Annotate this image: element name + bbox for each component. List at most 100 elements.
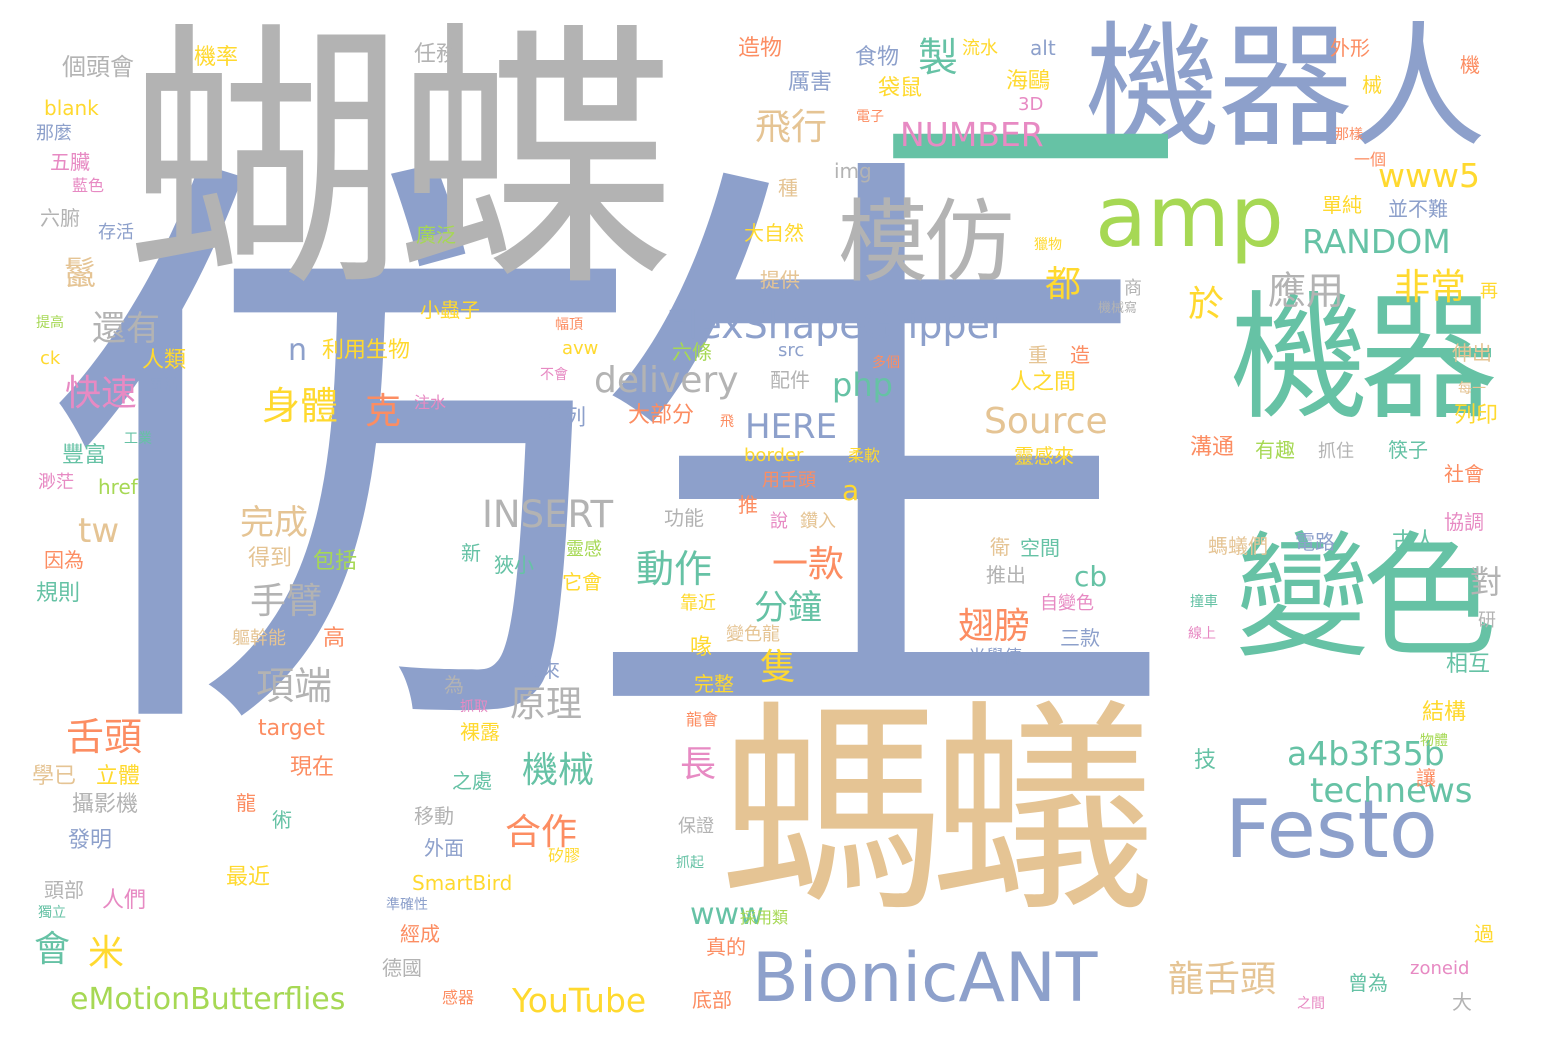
word-173: 讓 [1416,766,1436,790]
word-38: 舌頭 [66,715,143,759]
word-166: 物體 [1420,733,1448,749]
word-34: 完成 [240,503,308,543]
word-196: 底部 [692,988,732,1012]
word-131: 鑽入 [800,511,836,532]
word-153: 光學傳 [968,647,1022,668]
word-99: 重 [1028,343,1048,367]
word-50: 龍舌頭 [1168,959,1277,1000]
word-90: 再 [1480,281,1498,302]
word-193: 德國 [382,956,422,980]
word-177: 移動 [414,804,454,828]
word-175: 龍 [236,791,256,815]
word-23: www5 [1378,156,1480,195]
word-13: eMotionButterflies [70,982,346,1017]
word-15: RANDOM [1302,222,1451,261]
word-100: 造 [1070,343,1090,367]
word-57: 對 [1470,563,1503,601]
word-63: 流水 [962,38,998,59]
word-17: delivery [594,360,739,401]
word-187: 獨立 [38,905,66,921]
word-9: 模仿 [838,190,1014,295]
word-62: 食物 [855,45,900,70]
word-73: 3D [1018,94,1044,115]
word-182: 抓起 [676,855,704,871]
word-160: 相互 [1446,652,1491,677]
word-81: 單純 [1322,193,1362,217]
word-152: 變色龍 [726,624,780,645]
word-16: INSERT [482,493,614,536]
word-115: 豐富 [62,443,107,468]
word-1: 仿生 [40,110,1180,809]
word-22: YouTube [512,981,647,1020]
word-134: 得到 [248,546,293,571]
word-55: n [288,333,308,368]
word-49: 翅膀 [958,606,1031,647]
word-126: 用舌頭 [762,470,816,491]
word-64: alt [1030,36,1056,60]
word-4: 機器人 [1085,9,1486,166]
word-191: 真的 [706,935,746,959]
word-107: 多個 [872,355,900,371]
word-92: 小蟲子 [420,298,480,322]
word-74: 電子 [856,109,884,125]
word-71: 那麼 [36,123,72,144]
word-102: ck [40,348,61,369]
word-194: zoneid [1410,958,1470,979]
word-70: 械 [1362,73,1382,97]
word-61: 造物 [738,36,783,61]
word-181: 矽膠 [548,846,581,865]
word-112: 大部分 [628,403,695,428]
word-109: 每一 [1458,381,1486,397]
word-82: 六腑 [40,206,80,230]
word-104: 靈活 [150,377,178,393]
word-3: 螞蟻 [720,681,1155,943]
word-67: blank [44,96,99,120]
word-96: avw [562,338,599,359]
word-156: 研 [1478,610,1496,631]
word-139: 它會 [562,570,602,594]
word-87: 獵物 [1034,237,1062,253]
word-27: 製 [918,35,958,81]
word-197: 曾為 [1348,971,1388,995]
word-192: 過 [1474,922,1494,946]
word-65: 外形 [1330,36,1370,60]
word-198: 之間 [1297,996,1325,1012]
word-53: tw [78,511,120,551]
word-33: 克 [365,391,402,432]
word-130: 說 [770,511,788,532]
word-169: 立體 [96,764,141,789]
word-19: HERE [745,407,838,447]
word-25: www [690,897,764,932]
word-28: 應用 [1268,269,1345,313]
word-32: 身體 [262,384,339,428]
word-7: 變色 [1235,519,1497,676]
word-188: 準確性 [386,897,428,913]
word-117: border [744,445,804,466]
word-76: 五臟 [50,150,90,174]
word-39: 機械 [522,750,595,791]
word-69: 海鷗 [1006,69,1051,94]
word-123: 社會 [1444,462,1484,486]
word-45: 長 [680,744,717,785]
word-35: 手臂 [250,581,323,622]
word-121: 抓住 [1318,441,1354,462]
word-150: 軀幹能 [232,628,286,649]
word-147: 推出 [986,563,1026,587]
word-43: 分鐘 [754,588,822,628]
word-86: 並不難 [1388,197,1448,221]
word-158: 人來 [520,658,560,682]
word-174: 攝影機 [72,792,139,817]
word-51: 會 [34,929,71,970]
word-108: 人之間 [1010,370,1077,395]
word-118: 柔軟 [848,446,881,465]
word-18: Source [984,401,1108,442]
word-101: 伸出 [1452,341,1492,365]
word-124: 渺茫 [38,472,74,493]
word-78: 藍色 [72,176,105,195]
word-11: BionicANT [752,939,1098,1018]
word-157: 喙 [690,635,713,660]
word-116: 工業 [124,431,152,447]
word-144: 古人 [1392,529,1437,554]
word-154: 三款 [1060,626,1100,650]
word-66: 機 [1460,53,1480,77]
